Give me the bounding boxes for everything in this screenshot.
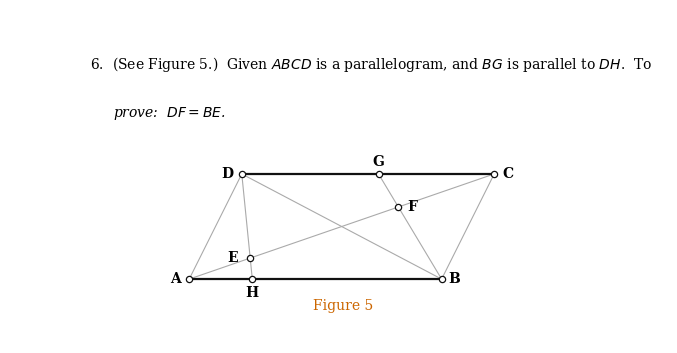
- Text: 6.  (See Figure 5.)  Given $ABCD$ is a parallelogram, and $BG$ is parallel to $D: 6. (See Figure 5.) Given $ABCD$ is a par…: [90, 55, 652, 74]
- Text: C: C: [503, 167, 514, 181]
- Text: G: G: [372, 155, 385, 169]
- Text: A: A: [170, 272, 181, 286]
- Text: H: H: [246, 286, 259, 300]
- Text: Figure 5: Figure 5: [313, 299, 374, 313]
- Text: B: B: [448, 272, 460, 286]
- Text: D: D: [221, 167, 234, 181]
- Text: F: F: [408, 200, 417, 214]
- Text: prove:  $DF = BE$.: prove: $DF = BE$.: [114, 104, 226, 121]
- Text: E: E: [227, 251, 238, 265]
